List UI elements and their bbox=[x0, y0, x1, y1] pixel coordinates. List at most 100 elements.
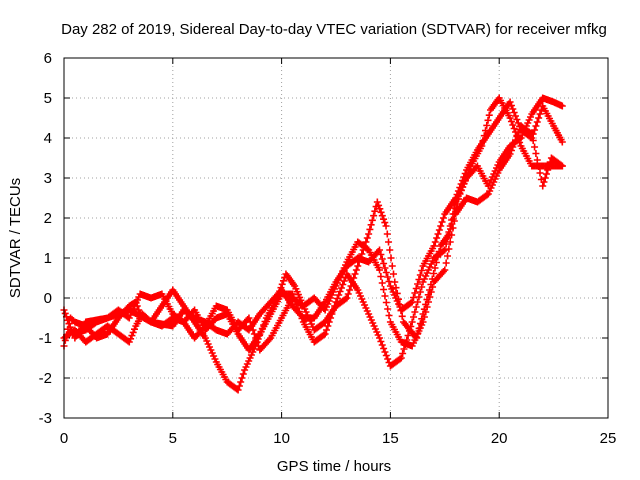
data-point bbox=[129, 328, 137, 336]
x-tick-label: 5 bbox=[169, 430, 177, 447]
data-point bbox=[336, 288, 344, 295]
data-point bbox=[461, 170, 469, 177]
x-tick-label: 25 bbox=[600, 430, 617, 447]
data-point bbox=[506, 150, 514, 158]
data-point bbox=[532, 150, 540, 157]
data-point bbox=[410, 294, 418, 301]
data-point bbox=[125, 338, 133, 346]
data-point bbox=[419, 318, 427, 326]
plot-frame bbox=[63, 57, 609, 419]
data-point bbox=[64, 316, 72, 324]
data-point bbox=[512, 136, 520, 144]
x-tick-label: 20 bbox=[491, 430, 508, 447]
y-tick-label: -3 bbox=[39, 410, 52, 427]
data-point bbox=[408, 318, 416, 326]
data-point bbox=[513, 133, 521, 140]
data-point bbox=[532, 122, 540, 130]
data-point bbox=[453, 191, 461, 198]
data-point bbox=[510, 109, 518, 116]
data-point bbox=[234, 386, 242, 394]
data-point bbox=[329, 306, 337, 314]
data-point bbox=[454, 187, 462, 195]
data-point bbox=[506, 114, 514, 122]
data-point bbox=[442, 259, 450, 267]
data-point bbox=[535, 114, 543, 122]
y-tick-label: 1 bbox=[44, 250, 52, 267]
data-point bbox=[61, 309, 69, 317]
data-point bbox=[444, 234, 452, 242]
data-point bbox=[444, 252, 452, 260]
data-point bbox=[340, 277, 348, 285]
data-point bbox=[460, 173, 468, 181]
data-point bbox=[366, 225, 374, 233]
data-point bbox=[528, 134, 536, 142]
data-point bbox=[351, 270, 359, 278]
data-point bbox=[384, 305, 392, 313]
data-point bbox=[431, 264, 439, 272]
data-point bbox=[343, 294, 351, 302]
data-point bbox=[378, 255, 386, 263]
data-point bbox=[541, 174, 549, 182]
data-point bbox=[484, 116, 492, 124]
data-point bbox=[418, 267, 426, 274]
data-point bbox=[390, 270, 398, 278]
grid-layer bbox=[64, 58, 608, 418]
data-point bbox=[431, 238, 439, 246]
data-point bbox=[383, 230, 391, 238]
data-point bbox=[252, 334, 260, 342]
data-point bbox=[367, 221, 375, 229]
data-point bbox=[339, 281, 347, 288]
data-point bbox=[380, 215, 388, 223]
data-point bbox=[420, 313, 428, 321]
data-point bbox=[416, 288, 424, 296]
data-point bbox=[352, 266, 360, 274]
data-point bbox=[386, 246, 394, 254]
data-point bbox=[441, 246, 449, 254]
data-point bbox=[375, 201, 383, 209]
data-point bbox=[536, 169, 544, 177]
data-point bbox=[445, 245, 453, 253]
data-point bbox=[253, 338, 261, 346]
data-point bbox=[408, 298, 416, 306]
data-point bbox=[439, 247, 447, 255]
data-point bbox=[331, 302, 339, 310]
data-point bbox=[324, 322, 332, 330]
data-point bbox=[516, 123, 524, 130]
data-point bbox=[514, 119, 522, 127]
data-point bbox=[354, 262, 362, 270]
data-point bbox=[531, 143, 539, 151]
data-point bbox=[412, 285, 420, 292]
data-point bbox=[439, 214, 447, 222]
data-point bbox=[533, 156, 541, 164]
data-point bbox=[237, 378, 245, 386]
data-point bbox=[335, 291, 343, 299]
data-point bbox=[327, 314, 335, 322]
data-point bbox=[535, 163, 543, 170]
data-point bbox=[377, 251, 385, 258]
data-point bbox=[456, 184, 464, 191]
data-point bbox=[376, 246, 384, 254]
data-point bbox=[439, 268, 447, 275]
data-point bbox=[377, 338, 385, 345]
data-point bbox=[65, 320, 73, 328]
data-point bbox=[371, 207, 379, 215]
data-point bbox=[238, 374, 246, 382]
data-point bbox=[346, 286, 354, 294]
data-point bbox=[509, 143, 517, 151]
data-point bbox=[414, 280, 422, 288]
data-point bbox=[381, 348, 389, 356]
data-point bbox=[380, 260, 388, 267]
data-point bbox=[322, 326, 330, 334]
data-point bbox=[332, 298, 340, 306]
data-point bbox=[433, 234, 441, 242]
x-axis-label: GPS time / hours bbox=[277, 458, 391, 475]
data-point bbox=[404, 332, 412, 339]
data-point bbox=[513, 116, 521, 123]
data-point bbox=[373, 198, 381, 206]
data-point bbox=[449, 224, 457, 232]
data-point bbox=[450, 217, 458, 225]
data-point bbox=[396, 355, 404, 363]
data-point bbox=[365, 230, 373, 238]
data-point bbox=[333, 295, 341, 302]
data-point bbox=[200, 324, 208, 331]
